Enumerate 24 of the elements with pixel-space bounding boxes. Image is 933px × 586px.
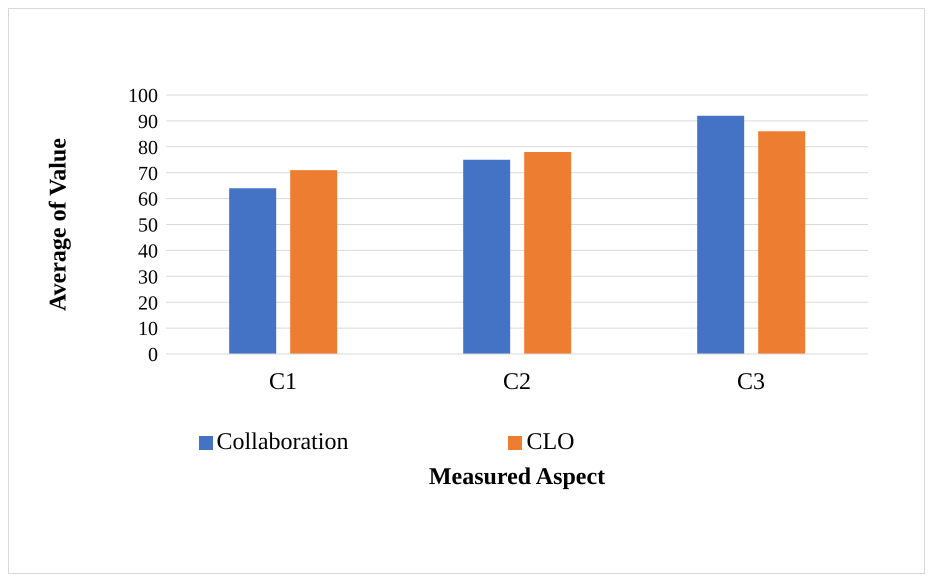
y-tick-label: 90: [138, 111, 158, 133]
y-tick-label: 30: [138, 266, 158, 288]
y-tick-label: 0: [148, 344, 158, 366]
y-tick-label: 20: [138, 292, 158, 314]
x-tick-label: C3: [736, 369, 766, 396]
y-tick-label: 80: [138, 136, 158, 159]
y-tick-label: 50: [138, 214, 158, 237]
legend-label: Collaboration: [216, 429, 348, 455]
y-tick-label: 100: [128, 85, 158, 108]
bar: [290, 170, 338, 354]
bar: [697, 116, 744, 354]
y-axis-title: Average of Value: [46, 138, 72, 311]
bar: [229, 188, 276, 354]
y-tick-label: 10: [138, 318, 158, 340]
bar: [758, 131, 806, 354]
y-tick-label: 70: [138, 162, 158, 185]
x-axis-title: Measured Aspect: [428, 464, 606, 490]
bar: [524, 152, 572, 354]
y-tick-label: 60: [138, 188, 158, 211]
y-tick-label: 40: [138, 240, 158, 262]
legend-label: CLO: [526, 429, 574, 455]
x-tick-label: C2: [502, 369, 532, 396]
x-tick-label: C1: [268, 369, 298, 396]
bar: [463, 160, 510, 354]
